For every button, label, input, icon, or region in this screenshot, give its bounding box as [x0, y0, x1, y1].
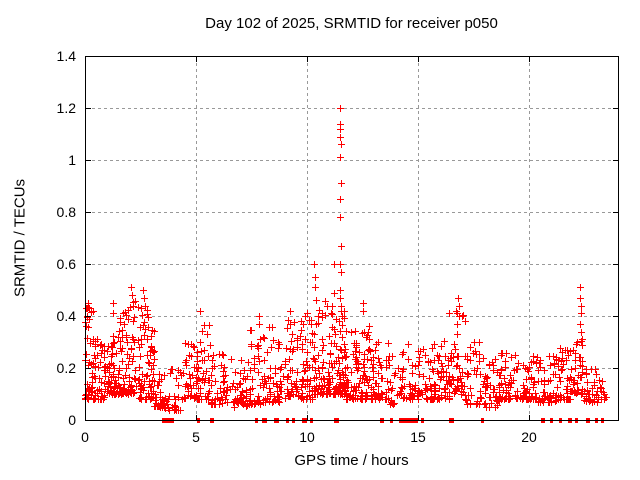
y-tick-label: 0.8	[56, 204, 76, 220]
y-tick-label: 1.4	[56, 48, 76, 64]
x-tick-label: 15	[410, 429, 426, 445]
y-axis-label: SRMTID / TECUs	[11, 178, 29, 298]
y-tick-label: 0.4	[56, 308, 76, 324]
y-tick-label: 1.2	[56, 100, 76, 116]
chart-title: Day 102 of 2025, SRMTID for receiver p05…	[205, 15, 498, 32]
x-axis-label: GPS time / hours	[294, 452, 409, 469]
y-tick-label: 0	[68, 412, 76, 428]
x-tick-label: 5	[192, 429, 200, 445]
y-tick-label: 1	[68, 152, 76, 168]
x-tick-label: 20	[521, 429, 537, 445]
y-tick-label: 0.6	[56, 256, 76, 272]
x-tick-label: 10	[299, 429, 315, 445]
x-tick-label: 0	[81, 429, 89, 445]
y-tick-label: 0.2	[56, 360, 76, 376]
